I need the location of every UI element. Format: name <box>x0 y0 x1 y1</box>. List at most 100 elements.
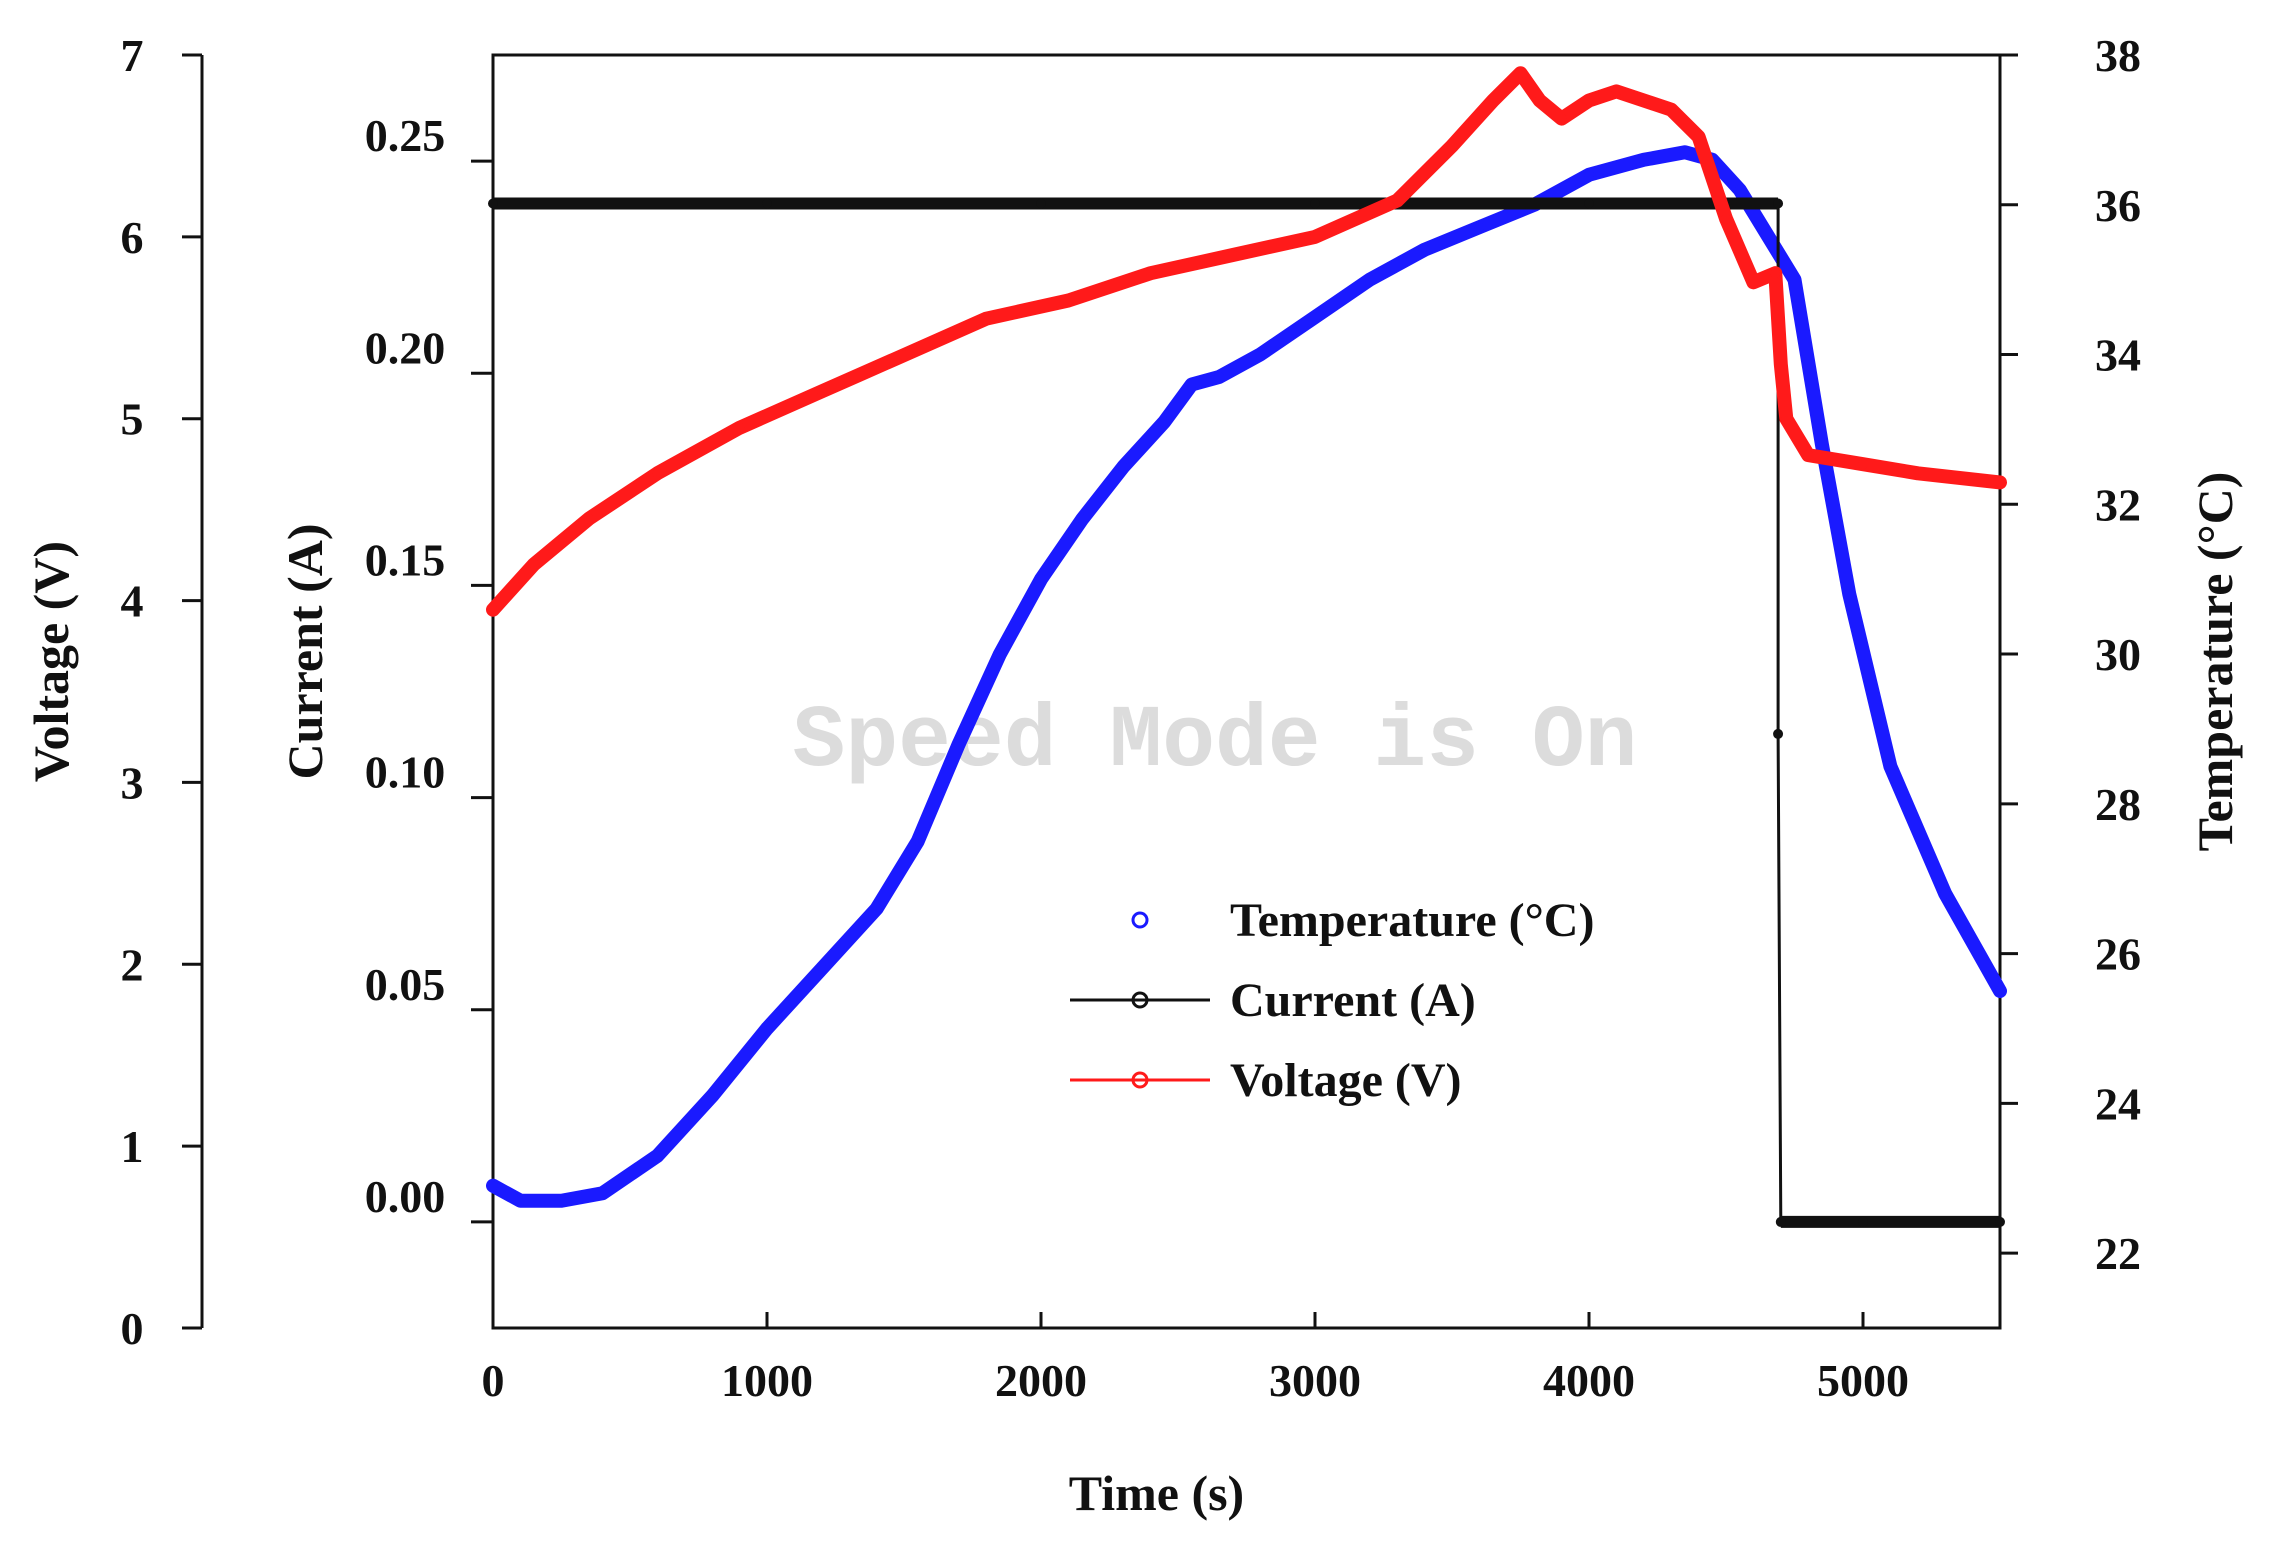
data-point <box>762 1023 772 1034</box>
current-axis-title: Current (A) <box>277 524 333 780</box>
series-temperature <box>486 145 2007 1208</box>
data-point <box>597 1188 608 1199</box>
x-tick-label: 3000 <box>1269 1355 1361 1406</box>
data-point <box>1762 229 1773 240</box>
legend-marker <box>1131 1071 1149 1089</box>
data-point <box>1392 195 1403 206</box>
data-point <box>899 350 909 361</box>
data-point <box>1488 95 1499 106</box>
x-tick-label: 2000 <box>995 1355 1087 1406</box>
data-point <box>1515 68 1526 79</box>
data-point <box>1995 1216 2005 1227</box>
data-point <box>1693 131 1704 142</box>
temperature-tick-label: 26 <box>2095 929 2141 980</box>
legend-marker <box>1131 911 1149 929</box>
data-point <box>912 836 923 847</box>
data-point <box>1584 198 1594 209</box>
voltage-tick-label: 0 <box>121 1303 144 1354</box>
data-point <box>1227 250 1238 261</box>
data-point <box>1773 728 1784 739</box>
data-point <box>1858 459 1868 470</box>
data-point <box>1077 514 1088 525</box>
data-point <box>556 1195 567 1206</box>
data-point <box>1775 1216 1786 1227</box>
temperature-tick-label: 24 <box>2095 1078 2141 1129</box>
data-point <box>1770 268 1781 279</box>
data-point <box>1556 113 1567 124</box>
data-point <box>994 649 1005 660</box>
data-point <box>1584 169 1594 180</box>
data-point <box>1186 379 1197 390</box>
data-point <box>816 963 827 974</box>
data-point <box>652 1150 663 1161</box>
data-point <box>1638 154 1649 165</box>
voltage-tick-label: 6 <box>121 212 144 263</box>
temperature-tick-label: 28 <box>2095 779 2141 830</box>
current-tick-label: 0.15 <box>365 534 446 585</box>
data-point <box>529 559 540 570</box>
legend-entry-temperature: Temperature (°C) <box>1131 894 1594 947</box>
data-point <box>1364 274 1375 285</box>
data-point <box>1310 231 1320 242</box>
data-point <box>1816 439 1827 450</box>
data-point <box>1803 450 1814 461</box>
data-point <box>1912 468 1923 479</box>
temperature-tick-label: 36 <box>2095 180 2141 231</box>
data-point <box>1885 761 1896 772</box>
current-tick-label: 0.20 <box>365 322 446 373</box>
voltage-tick-label: 3 <box>121 757 144 808</box>
x-tick-label: 0 <box>482 1355 505 1406</box>
data-point <box>1310 198 1320 209</box>
data-point <box>1611 86 1622 97</box>
temperature-tick-label: 38 <box>2095 30 2141 81</box>
data-point <box>1940 888 1951 899</box>
data-point <box>1063 295 1074 306</box>
series-line-voltage <box>486 66 2007 617</box>
legend-label: Temperature (°C) <box>1230 894 1594 947</box>
data-point <box>1721 213 1731 224</box>
legend: Temperature (°C) Current (A) Voltage (V) <box>1070 894 1594 1107</box>
series-voltage <box>486 66 2007 617</box>
voltage-tick-label: 5 <box>121 394 144 445</box>
watermark-text: Speed Mode is On <box>793 693 1638 792</box>
data-point <box>1534 95 1545 106</box>
series-line-temperature <box>486 145 2007 1208</box>
data-point <box>1666 104 1677 115</box>
plot-frame <box>491 53 2002 1330</box>
data-point <box>981 313 992 324</box>
series-current <box>488 197 2005 1228</box>
data-point <box>1679 147 1690 158</box>
data-point <box>488 198 498 209</box>
voltage-tick-label: 1 <box>121 1121 144 1172</box>
data-point <box>1789 274 1800 285</box>
data-point <box>1214 371 1225 382</box>
data-point <box>1036 574 1046 585</box>
data-point <box>1310 312 1320 323</box>
data-point <box>488 604 498 615</box>
data-point <box>1118 461 1129 472</box>
data-point <box>1036 198 1046 209</box>
data-point <box>1474 222 1485 233</box>
data-point <box>1748 277 1759 288</box>
data-point <box>1255 349 1266 360</box>
data-point <box>1159 416 1170 427</box>
voltage-tick-label: 2 <box>121 939 144 990</box>
data-point <box>1773 198 1784 209</box>
data-point <box>1584 95 1594 106</box>
legend-marker <box>1131 991 1149 1009</box>
x-tick-label: 1000 <box>721 1355 813 1406</box>
data-point <box>734 422 745 433</box>
temperature-tick-label: 22 <box>2095 1228 2141 1279</box>
data-point <box>1447 140 1457 151</box>
temperature-tick-label: 32 <box>2095 479 2141 530</box>
data-point <box>1858 1216 1868 1227</box>
voltage-tick-label: 4 <box>121 576 144 627</box>
data-point <box>1734 184 1745 195</box>
current-tick-label: 0.10 <box>365 747 446 798</box>
current-tick-label: 0.25 <box>365 110 446 161</box>
data-point <box>1995 477 2005 488</box>
data-point <box>871 903 882 914</box>
legend-entry-voltage: Voltage (V) <box>1070 1054 1462 1107</box>
